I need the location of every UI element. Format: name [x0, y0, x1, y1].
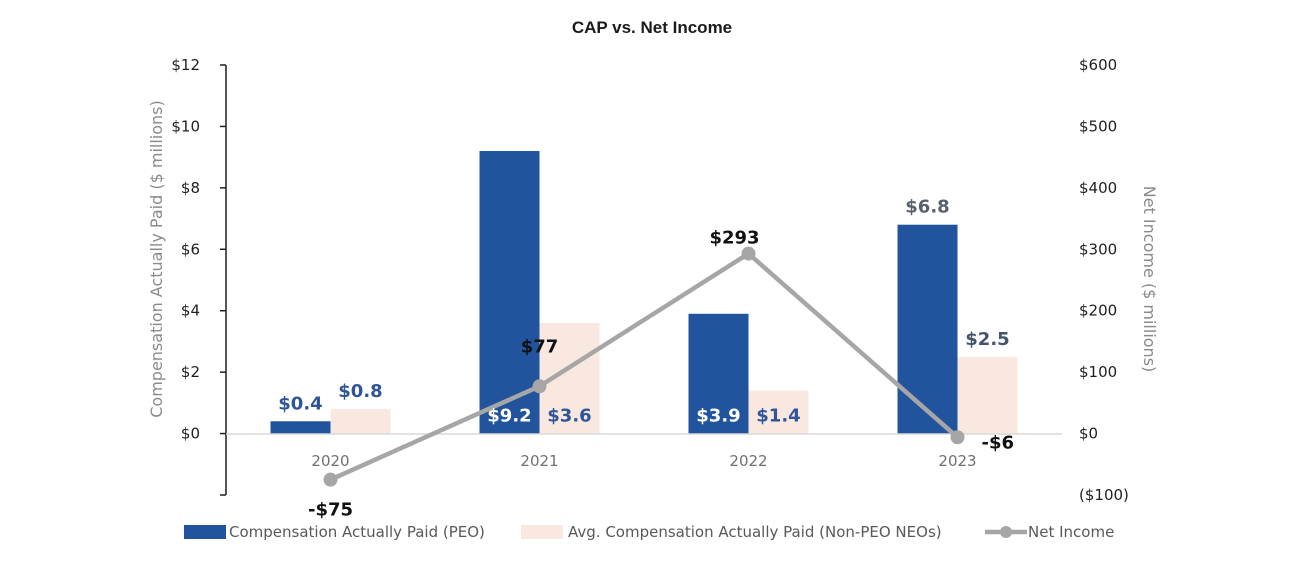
right-axis-tick-label: $300: [1079, 240, 1117, 258]
net-income-data-label: $77: [521, 336, 559, 357]
peo-cap-data-label: $6.8: [905, 197, 949, 218]
non-peo-cap-data-label: $3.6: [547, 406, 591, 427]
legend-label-net-income: Net Income: [1028, 523, 1114, 541]
net-income-data-label: -$6: [982, 432, 1015, 453]
right-y-axis-title: Net Income ($ millions): [1140, 186, 1159, 373]
right-axis-tick-label: $500: [1079, 117, 1117, 135]
peo-cap-bar: [479, 151, 540, 434]
legend-label-non-peo: Avg. Compensation Actually Paid (Non-PEO…: [568, 523, 942, 541]
right-axis-tick-label: $100: [1079, 363, 1117, 381]
non-peo-cap-data-label: $2.5: [965, 329, 1009, 350]
legend-swatch-net-income-marker: [1000, 526, 1012, 538]
peo-cap-data-label: $9.2: [487, 406, 531, 427]
non-peo-cap-data-label: $1.4: [756, 406, 800, 427]
right-axis-tick-label: $400: [1079, 179, 1117, 197]
peo-cap-data-label: $0.4: [278, 393, 322, 414]
legend-swatch-peo: [184, 525, 226, 539]
net-income-line-path: [329, 251, 959, 482]
peo-cap-bar: [688, 313, 749, 434]
net-income-line: [323, 246, 965, 487]
legend: Compensation Actually Paid (PEO) Avg. Com…: [184, 523, 1114, 541]
left-axis-tick-label: $4: [181, 302, 200, 320]
net-income-data-label: $293: [709, 228, 759, 249]
left-axis-tick-label: $10: [171, 117, 200, 135]
right-axis-tick-label: $0: [1079, 425, 1098, 443]
legend-label-peo: Compensation Actually Paid (PEO): [229, 523, 485, 541]
left-axis-tick-label: $2: [181, 363, 200, 381]
x-axis-tick-label: 2022: [729, 452, 767, 470]
x-axis-ticks: 2020 2021 2022 2023: [311, 452, 976, 470]
non-peo-cap-bar: [957, 356, 1018, 434]
chart-title: CAP vs. Net Income: [572, 18, 732, 37]
right-axis-tick-label: $200: [1079, 302, 1117, 320]
x-axis-tick-label: 2020: [311, 452, 349, 470]
right-y-axis: $600 $500 $400 $300 $200 $100 $0 ($100): [1079, 56, 1129, 504]
net-income-data-label: -$75: [308, 500, 353, 521]
left-axis-tick-label: $8: [181, 179, 200, 197]
x-axis-tick-label: 2023: [938, 452, 976, 470]
non-peo-cap-bar: [748, 390, 809, 434]
net-income-point: [741, 246, 756, 261]
peo-cap-bar: [897, 224, 958, 434]
non-peo-cap-bar: [330, 409, 391, 434]
left-y-axis: $12 $10 $8 $6 $4 $2 $0: [171, 56, 227, 496]
x-axis-tick-label: 2021: [520, 452, 558, 470]
net-income-point: [950, 430, 965, 445]
bar-series: [270, 151, 1018, 434]
non-peo-cap-data-label: $0.8: [338, 381, 382, 402]
left-axis-tick-label: $0: [181, 425, 200, 443]
right-axis-tick-label: $600: [1079, 56, 1117, 74]
legend-swatch-non-peo: [521, 525, 563, 539]
left-y-axis-title: Compensation Actually Paid ($ millions): [147, 100, 166, 418]
left-axis-tick-label: $12: [171, 56, 200, 74]
right-axis-tick-label: ($100): [1079, 486, 1129, 504]
peo-cap-bar: [270, 421, 331, 434]
net-income-point: [323, 472, 338, 487]
data-labels: $0.4 $9.2 $3.9 $6.8 $0.8 $3.6 $1.4 $2.5 -$75 $77 $…: [278, 197, 1014, 521]
peo-cap-data-label: $3.9: [696, 406, 740, 427]
net-income-point: [532, 379, 547, 394]
left-axis-tick-label: $6: [181, 240, 200, 258]
